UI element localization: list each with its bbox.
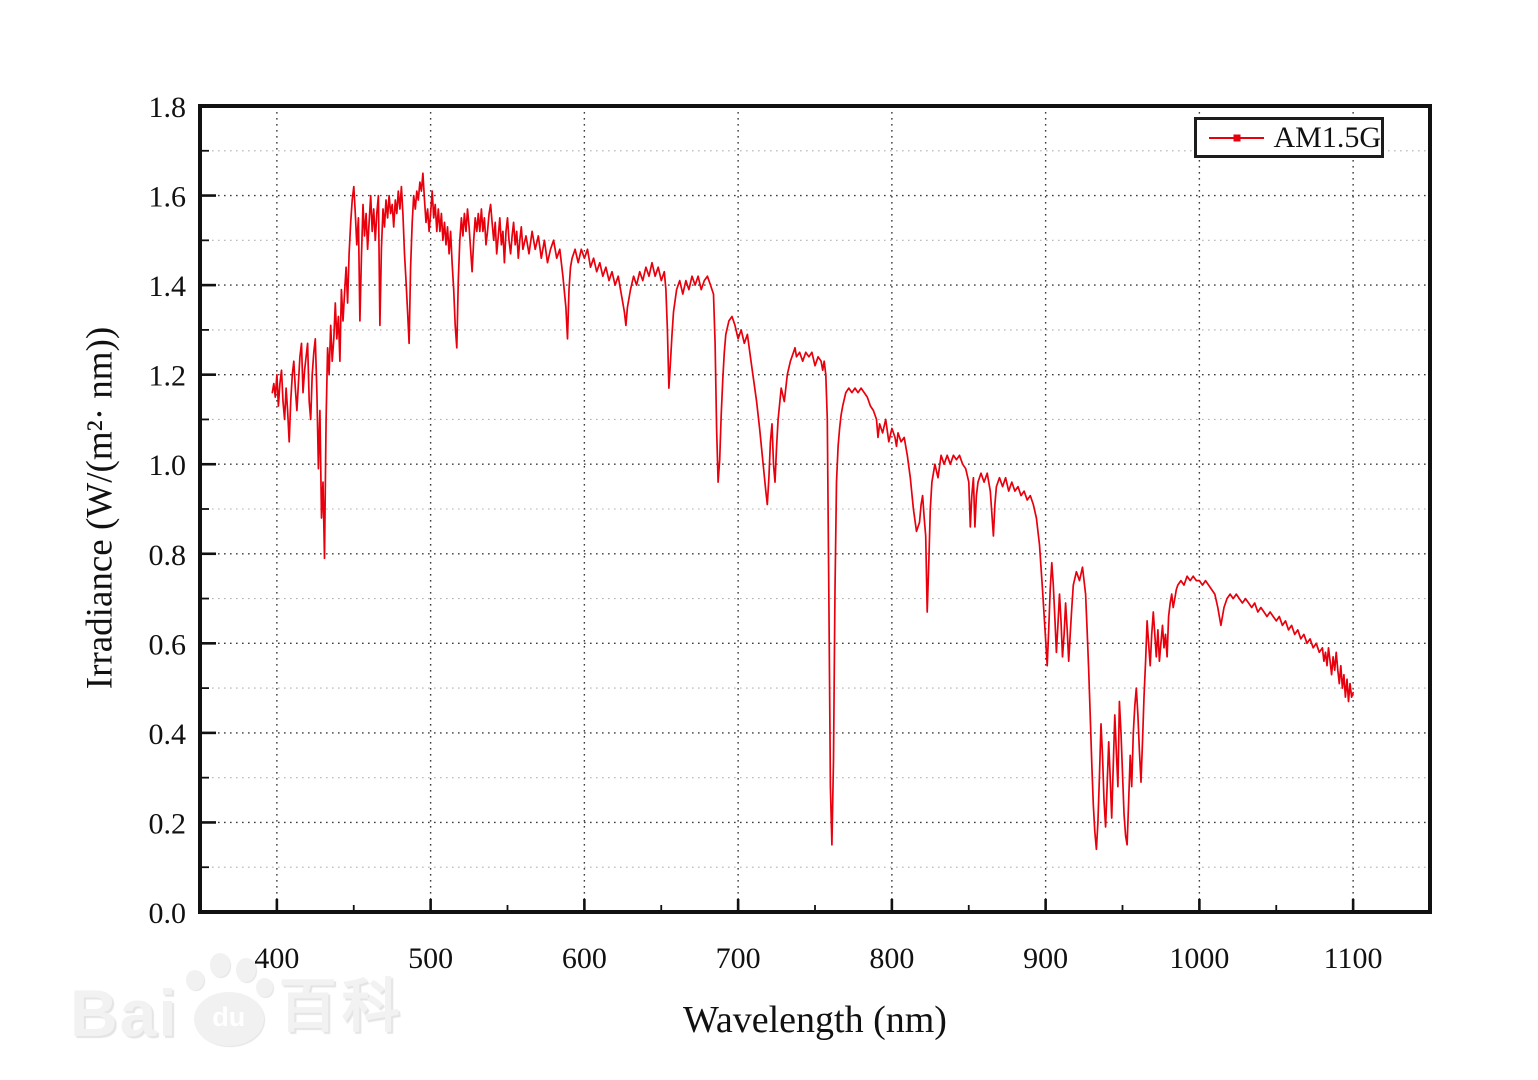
y-tick-label: 0.4 xyxy=(149,718,187,751)
x-tick-label: 800 xyxy=(869,942,914,975)
x-tick-label: 1100 xyxy=(1324,942,1383,975)
x-tick-label: 1000 xyxy=(1169,942,1229,975)
legend-marker-square xyxy=(1233,134,1241,141)
baidu-paw-icon: du xyxy=(182,950,276,1052)
watermark-text-baike: 百科 xyxy=(278,974,405,1039)
x-tick-label: 400 xyxy=(254,942,299,975)
y-tick-label: 0.0 xyxy=(149,897,187,930)
watermark-text-du: du xyxy=(212,1002,246,1032)
y-tick-label: 0.8 xyxy=(149,539,187,572)
x-axis-title: Wavelength (nm) xyxy=(683,999,947,1041)
x-tick-label: 700 xyxy=(716,942,761,975)
y-tick-label: 1.2 xyxy=(149,360,187,393)
y-tick-label: 1.0 xyxy=(149,449,187,482)
y-tick-label: 0.2 xyxy=(149,807,187,840)
legend: AM1.5G xyxy=(1194,117,1384,158)
am15g-curve xyxy=(271,172,1354,851)
y-tick-label: 1.6 xyxy=(149,181,187,214)
y-tick-label: 1.4 xyxy=(149,270,187,303)
plot-frame xyxy=(198,104,1432,914)
legend-line-sample xyxy=(1209,134,1265,141)
x-tick-label: 900 xyxy=(1023,942,1068,975)
baidu-baike-watermark: Bai du 百科 xyxy=(70,950,405,1052)
x-tick-label: 500 xyxy=(408,942,453,975)
legend-label: AM1.5G xyxy=(1273,120,1381,154)
watermark-text-bai: Bai xyxy=(70,976,179,1050)
x-tick-label: 600 xyxy=(562,942,607,975)
y-axis-title: Irradiance (W/(m²· nm)) xyxy=(79,326,121,690)
y-tick-label: 0.6 xyxy=(149,628,187,661)
y-tick-label: 1.8 xyxy=(149,91,187,124)
